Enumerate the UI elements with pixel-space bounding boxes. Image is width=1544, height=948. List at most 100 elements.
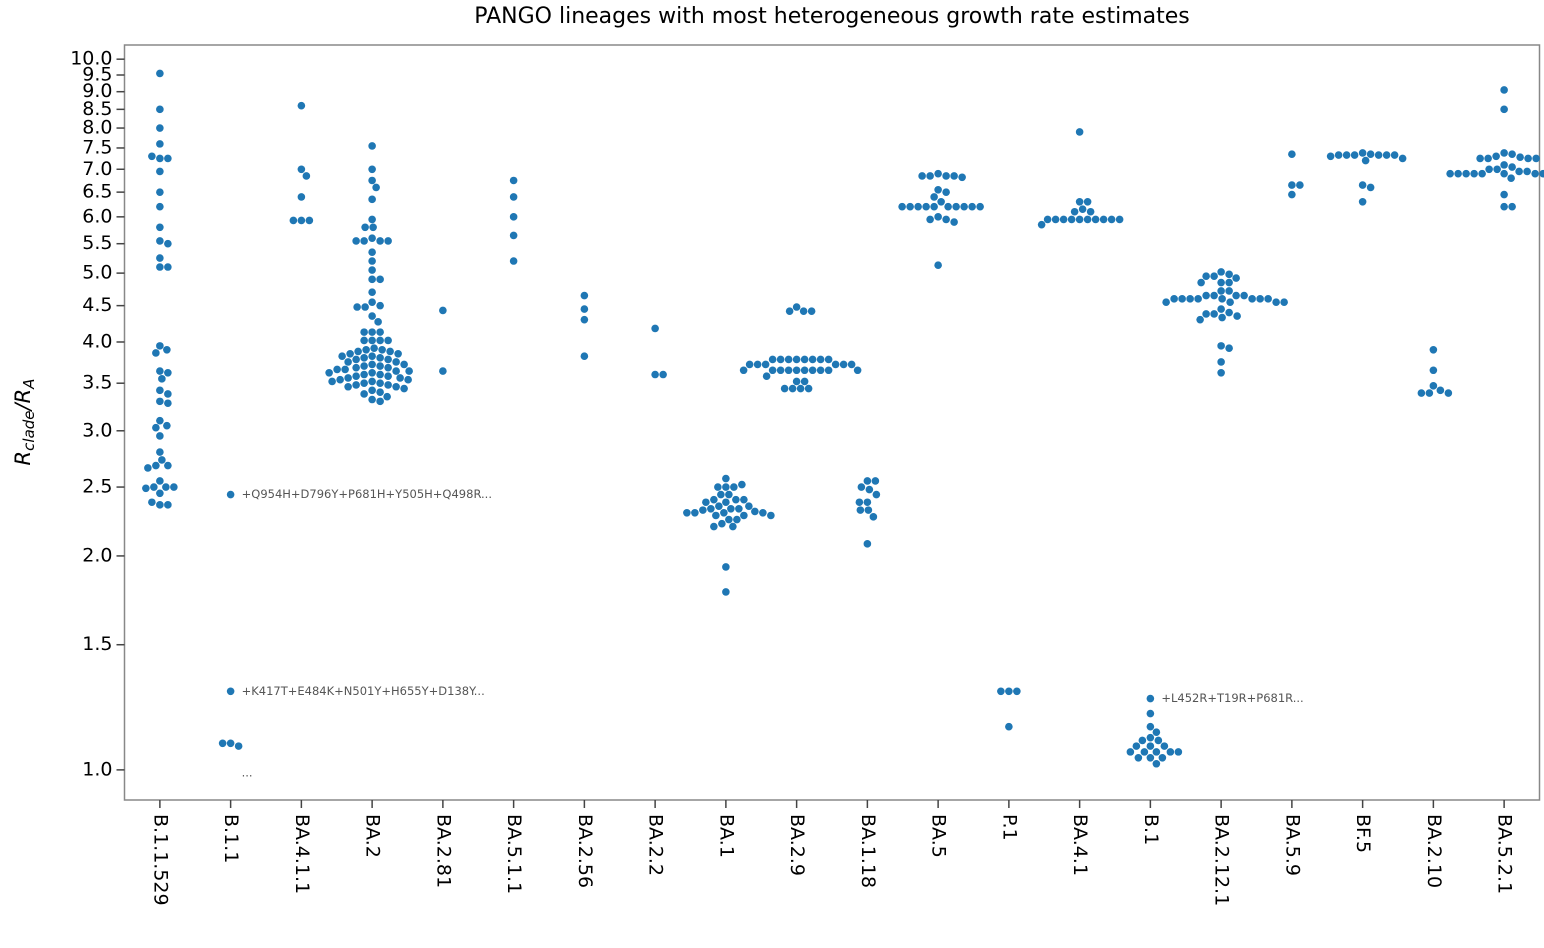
- data-point: [1160, 742, 1169, 750]
- data-point: [710, 522, 718, 531]
- data-point: [1492, 152, 1500, 161]
- data-point: [1091, 215, 1100, 224]
- data-point: [714, 483, 722, 491]
- y-tick-label: 2.0: [82, 544, 112, 566]
- data-point: [164, 399, 172, 408]
- data-point: [164, 390, 172, 398]
- x-tick-label: P.1: [998, 814, 1020, 841]
- data-point: [796, 384, 805, 393]
- data-point: [729, 522, 737, 531]
- data-point: [376, 328, 384, 336]
- data-point: [297, 101, 306, 110]
- x-tick-label: BF.5: [1352, 814, 1374, 853]
- data-point: [164, 501, 172, 509]
- data-point: [376, 237, 384, 245]
- data-point: [699, 506, 707, 514]
- data-point: [937, 197, 945, 206]
- data-point: [1233, 312, 1241, 320]
- data-point: [352, 237, 360, 245]
- data-point: [302, 172, 311, 180]
- data-point: [376, 397, 384, 406]
- data-point: [942, 215, 950, 224]
- data-point: [1005, 687, 1013, 696]
- data-point: [226, 687, 235, 696]
- data-point: [761, 360, 770, 369]
- data-point: [1444, 389, 1453, 397]
- data-point: [1067, 215, 1076, 224]
- data-point: [1500, 202, 1508, 211]
- data-point: [1178, 295, 1186, 303]
- data-point: [1170, 295, 1178, 303]
- annotation: +Q954H+D796Y+P681H+Y505H+Q498R...: [242, 487, 492, 501]
- data-point: [934, 261, 942, 269]
- data-point: [362, 346, 370, 354]
- data-point: [368, 248, 376, 257]
- y-tick-label: 9.0: [82, 80, 112, 102]
- data-point: [785, 307, 794, 315]
- data-point: [1531, 169, 1539, 178]
- data-point: [164, 239, 172, 248]
- data-point: [722, 588, 730, 596]
- data-point: [509, 231, 518, 240]
- data-point: [831, 360, 840, 369]
- data-point: [368, 352, 376, 361]
- data-point: [509, 176, 518, 185]
- data-point: [156, 167, 164, 176]
- data-point: [305, 216, 314, 225]
- x-tick-label: BA.2.2: [645, 814, 667, 876]
- data-point: [863, 477, 872, 485]
- data-point: [1166, 748, 1175, 756]
- data-point: [1248, 295, 1256, 303]
- y-tick-label: 5.0: [82, 262, 112, 284]
- data-point: [922, 202, 930, 211]
- data-point: [392, 382, 400, 391]
- y-tick-label: 7.0: [82, 158, 112, 180]
- data-point: [1484, 154, 1492, 163]
- y-tick-label: 1.0: [82, 758, 112, 780]
- y-tick-label: 6.5: [82, 181, 112, 203]
- data-point: [722, 474, 730, 483]
- data-point: [156, 432, 164, 440]
- data-point: [725, 490, 733, 499]
- data-point: [1358, 181, 1367, 189]
- data-point: [344, 374, 352, 382]
- data-point: [808, 366, 817, 375]
- data-point: [730, 483, 738, 491]
- data-point: [150, 483, 158, 491]
- data-point: [1107, 215, 1116, 224]
- data-point: [768, 355, 777, 364]
- data-point: [1358, 197, 1367, 206]
- data-point: [1051, 215, 1060, 224]
- data-point: [732, 495, 740, 504]
- data-point: [898, 202, 906, 211]
- data-point: [164, 461, 172, 470]
- data-point: [914, 202, 922, 211]
- data-point: [1013, 687, 1021, 696]
- data-point: [1361, 156, 1370, 165]
- data-point: [968, 202, 976, 211]
- data-point: [1225, 287, 1233, 295]
- data-point: [360, 370, 368, 379]
- data-point: [1366, 150, 1375, 159]
- chart-title: PANGO lineages with most heterogeneous g…: [474, 4, 1190, 29]
- data-point: [164, 154, 172, 163]
- data-point: [1210, 291, 1218, 300]
- data-point: [856, 506, 865, 514]
- data-point: [1390, 151, 1399, 159]
- data-point: [1086, 207, 1095, 216]
- data-point: [368, 328, 376, 336]
- y-tick-label: 6.0: [82, 205, 112, 227]
- data-point: [1140, 748, 1149, 756]
- data-point: [839, 360, 848, 369]
- data-point: [368, 368, 376, 377]
- y-tick-label: 4.0: [82, 330, 112, 352]
- data-point: [958, 173, 966, 182]
- data-point: [792, 366, 801, 375]
- data-point: [346, 349, 354, 358]
- data-point: [1500, 105, 1508, 114]
- data-point: [702, 498, 710, 507]
- data-point: [1226, 298, 1234, 307]
- y-tick-label: 10.0: [70, 48, 112, 70]
- data-point: [855, 498, 864, 507]
- data-point: [722, 563, 730, 571]
